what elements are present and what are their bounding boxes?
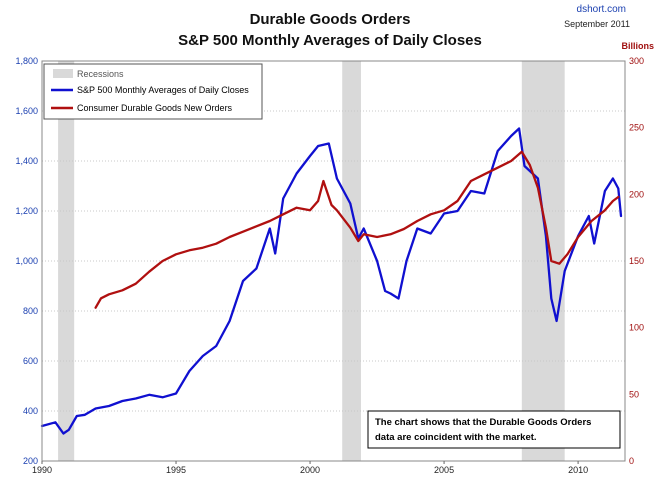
date-label: September 2011 bbox=[564, 19, 630, 29]
left-tick-label: 1,600 bbox=[15, 106, 38, 116]
annotation-line-2: data are coincident with the market. bbox=[375, 432, 537, 443]
legend-sp500-label: S&P 500 Monthly Averages of Daily Closes bbox=[77, 85, 249, 95]
left-tick-label: 1,000 bbox=[15, 256, 38, 266]
series-lines bbox=[40, 127, 623, 435]
annotation-box: The chart shows that the Durable Goods O… bbox=[367, 410, 621, 449]
legend-durables-label: Consumer Durable Goods New Orders bbox=[77, 103, 233, 113]
right-tick-label: 200 bbox=[629, 189, 644, 199]
annotation-line-1: The chart shows that the Durable Goods O… bbox=[375, 417, 591, 428]
right-tick-label: 150 bbox=[629, 256, 644, 266]
right-axis: 0 50 100 150 200 250 300 bbox=[629, 56, 644, 466]
right-tick-label: 300 bbox=[629, 56, 644, 66]
right-axis-label: Billions bbox=[621, 41, 654, 51]
left-tick-label: 200 bbox=[23, 456, 38, 466]
chart-subtitle: S&P 500 Monthly Averages of Daily Closes bbox=[178, 32, 482, 49]
source-label: dshort.com bbox=[577, 4, 626, 15]
right-tick-label: 50 bbox=[629, 389, 639, 399]
plot-area bbox=[40, 60, 626, 462]
x-tick-label: 1990 bbox=[32, 465, 52, 475]
x-tick-label: 2010 bbox=[568, 465, 588, 475]
left-tick-label: 1,400 bbox=[15, 156, 38, 166]
left-tick-label: 800 bbox=[23, 306, 38, 316]
right-tick-label: 250 bbox=[629, 123, 644, 133]
left-tick-label: 1,800 bbox=[15, 56, 38, 66]
durable-goods-line bbox=[94, 150, 620, 309]
x-tick-label: 1995 bbox=[166, 465, 186, 475]
legend: Recessions S&P 500 Monthly Averages of D… bbox=[43, 63, 263, 120]
x-axis: 1990 1995 2000 2005 2010 bbox=[32, 461, 588, 475]
sp500-line bbox=[40, 127, 623, 435]
legend-recessions-label: Recessions bbox=[77, 69, 124, 79]
plot-frame bbox=[41, 60, 626, 462]
right-tick-label: 0 bbox=[629, 456, 634, 466]
legend-recession-swatch bbox=[53, 69, 73, 78]
chart-title: Durable Goods Orders bbox=[250, 11, 411, 28]
x-tick-label: 2005 bbox=[434, 465, 454, 475]
left-axis: 200 400 600 800 1,000 1,200 1,400 1,600 1,800 bbox=[15, 56, 38, 466]
right-tick-label: 100 bbox=[629, 323, 644, 333]
left-tick-label: 1,200 bbox=[15, 206, 38, 216]
left-tick-label: 600 bbox=[23, 356, 38, 366]
left-tick-label: 400 bbox=[23, 406, 38, 416]
x-tick-label: 2000 bbox=[300, 465, 320, 475]
